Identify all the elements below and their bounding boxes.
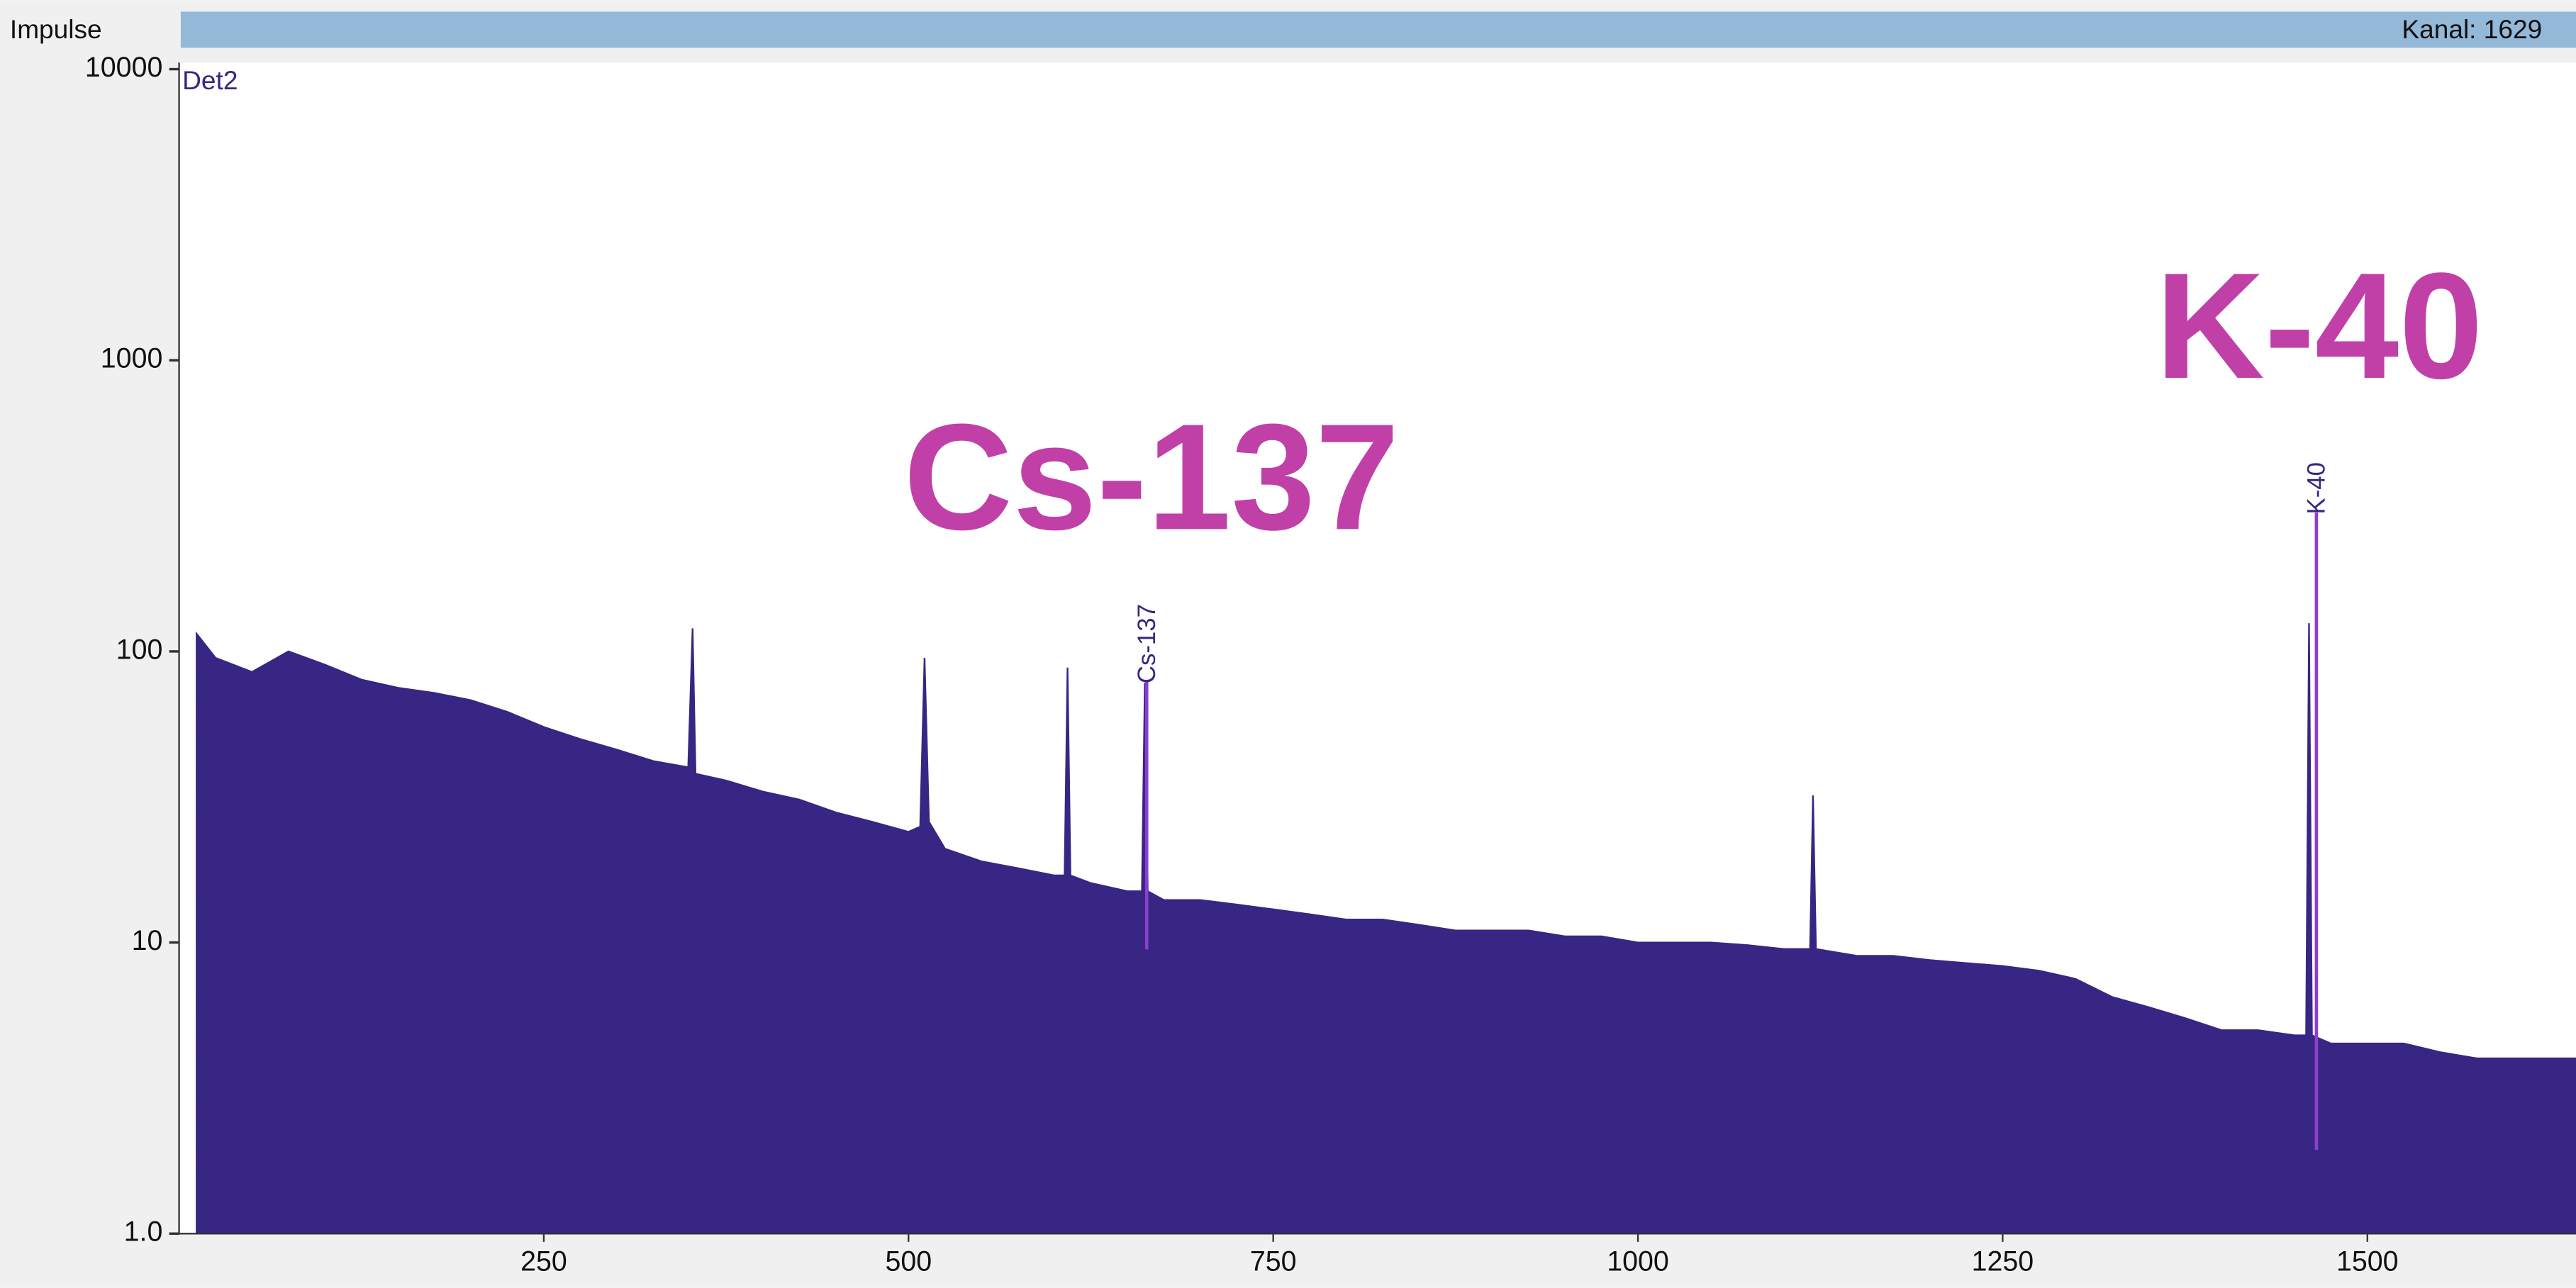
- x-tick-label: 1250: [1972, 1245, 2034, 1277]
- annotation: Cs-137: [903, 393, 1399, 561]
- x-tick-label: 1500: [2336, 1245, 2399, 1277]
- peak-label: K-40: [2304, 462, 2331, 514]
- spectrum-area: [196, 623, 2576, 1235]
- y-axis-title: Impulse: [10, 14, 102, 44]
- y-tick-label: 100: [116, 634, 163, 665]
- peak-label: Cs-137: [1134, 604, 1161, 683]
- x-tick-label: 250: [520, 1245, 567, 1277]
- y-tick-label: 1000: [101, 343, 163, 374]
- x-tick-label: 750: [1250, 1245, 1297, 1277]
- x-tick-label: 500: [885, 1245, 932, 1277]
- y-tick-label: 1.0: [124, 1216, 163, 1248]
- status-text: Kanal: 1629: [2402, 14, 2542, 44]
- x-tick-label: 1000: [1607, 1245, 1669, 1277]
- header-bar: [180, 11, 2576, 48]
- y-tick-label: 10: [132, 925, 163, 956]
- annotation: K-40: [2156, 242, 2483, 410]
- y-tick-label: 10000: [85, 52, 162, 83]
- legend-entry: Det2: [182, 65, 238, 95]
